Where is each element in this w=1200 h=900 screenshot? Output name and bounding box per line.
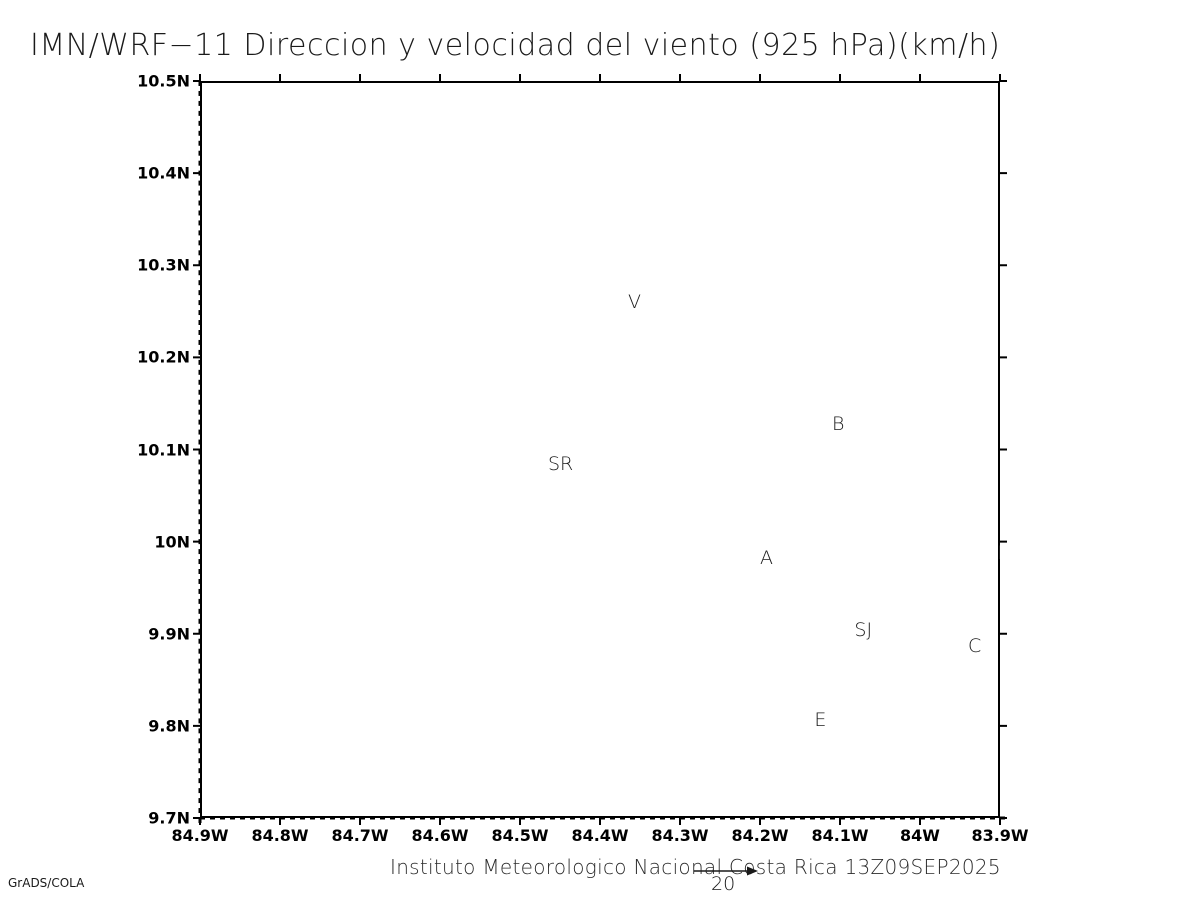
axis-ticks <box>193 74 1007 825</box>
x-axis-tick-label: 84W <box>900 826 940 845</box>
reference-vector-label: 20 <box>711 873 736 895</box>
x-axis-tick-label: 84.3W <box>651 826 709 845</box>
y-axis-tick-label: 9.8N <box>148 716 190 736</box>
grads-credit: GrADS/COLA <box>8 876 85 890</box>
x-axis-tick-label: 84.6W <box>411 826 469 845</box>
y-axis-tick-label: 9.9N <box>148 624 190 644</box>
y-axis-tick-label: 10.4N <box>137 163 190 183</box>
x-axis-tick-label: 84.2W <box>731 826 789 845</box>
x-axis-tick-label: 84.9W <box>171 826 229 845</box>
y-axis-tick-label: 10.2N <box>137 347 190 367</box>
chart-title: IMN/WRF−11 Direccion y velocidad del vie… <box>30 28 1001 63</box>
x-axis-tick-label: 83.9W <box>971 826 1029 845</box>
y-axis-tick-label: 10N <box>154 532 190 552</box>
y-axis-tick-label: 9.7N <box>148 808 190 828</box>
y-axis-tick-label: 10.1N <box>137 440 190 459</box>
x-axis-tick-label: 84.8W <box>251 826 309 845</box>
x-axis-tick-label: 84.7W <box>331 826 389 845</box>
y-axis-tick-label: 10.5N <box>137 71 190 91</box>
x-axis-tick-label: 84.4W <box>571 826 629 845</box>
x-axis-tick-label: 84.1W <box>811 826 869 845</box>
plot-area: V SR B A SJ C E I <box>193 74 1007 825</box>
x-axis-tick-label: 84.5W <box>491 826 549 845</box>
y-axis-tick-label: 10.3N <box>137 255 190 275</box>
